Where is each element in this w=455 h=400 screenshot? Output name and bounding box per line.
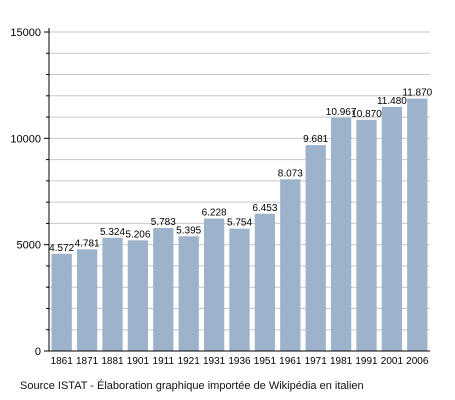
y-axis-tick-labels: 0 5000 10000 15000 [10, 27, 41, 358]
data-label-1921: 5.395 [176, 225, 201, 236]
data-label-1991: 10.870 [351, 109, 382, 120]
bar-1861 [51, 253, 72, 351]
data-label-2001: 11.480 [377, 96, 407, 107]
x-tick-label-1936: 1936 [228, 356, 251, 367]
bar-1971 [305, 145, 326, 351]
bar-2001 [381, 106, 403, 351]
bars [51, 98, 428, 352]
data-label-1971: 9.681 [303, 134, 328, 145]
y-tick-label-0: 0 [35, 346, 41, 358]
x-tick-label-1971: 1971 [305, 356, 328, 367]
bar-1881 [102, 237, 123, 351]
data-label-1861: 4.572 [49, 243, 74, 254]
y-tick-label-15000: 15000 [10, 27, 41, 39]
x-tick-label-1981: 1981 [330, 356, 353, 367]
bar-1911 [153, 228, 174, 351]
y-tick-label-5000: 5000 [17, 240, 41, 252]
x-tick-label-1911: 1911 [153, 356, 175, 367]
x-tick-label-1961: 1961 [279, 356, 302, 367]
x-tick-label-1951: 1951 [254, 356, 277, 367]
bar-1991 [356, 119, 377, 352]
source-caption: Source ISTAT - Élaboration graphique imp… [20, 380, 364, 392]
bar-1901 [127, 240, 149, 351]
axes [44, 28, 430, 352]
data-label-1901: 5.206 [125, 229, 150, 240]
x-tick-label-1921: 1921 [178, 356, 201, 367]
data-label-1881: 5.324 [100, 227, 125, 238]
x-tick-label-2001: 2001 [381, 356, 404, 367]
data-label-1911: 5.783 [151, 217, 176, 228]
data-label-1936: 5.754 [227, 218, 252, 229]
bar-2006 [407, 98, 428, 351]
bar-1931 [203, 218, 225, 351]
data-label-1961: 8.073 [278, 168, 303, 179]
x-tick-label-1931: 1931 [203, 356, 226, 367]
x-tick-label-1861: 1861 [51, 356, 74, 367]
bar-1951 [254, 213, 276, 351]
x-tick-label-1991: 1991 [355, 356, 378, 367]
data-label-1871: 4.781 [75, 238, 100, 249]
x-tick-label-1871: 1871 [76, 356, 99, 367]
x-tick-label-1881: 1881 [101, 356, 124, 367]
x-tick-label-1901: 1901 [127, 356, 150, 367]
data-label-1931: 6.228 [202, 208, 227, 219]
x-axis-tick-labels: 1861 1871 1881 1901 1911 1921 1931 1936 1951 1961… [51, 356, 429, 367]
data-label-1951: 6.453 [252, 203, 277, 214]
data-label-2006: 11.870 [402, 88, 432, 99]
bar-1961 [280, 179, 301, 351]
y-tick-label-10000: 10000 [10, 133, 41, 145]
bar-1981 [330, 117, 352, 351]
data-label-1981: 10.967 [326, 107, 357, 118]
bar-1936 [229, 228, 250, 351]
bar-1871 [76, 249, 98, 351]
x-tick-label-2006: 2006 [406, 356, 429, 367]
bar-1921 [178, 236, 199, 351]
